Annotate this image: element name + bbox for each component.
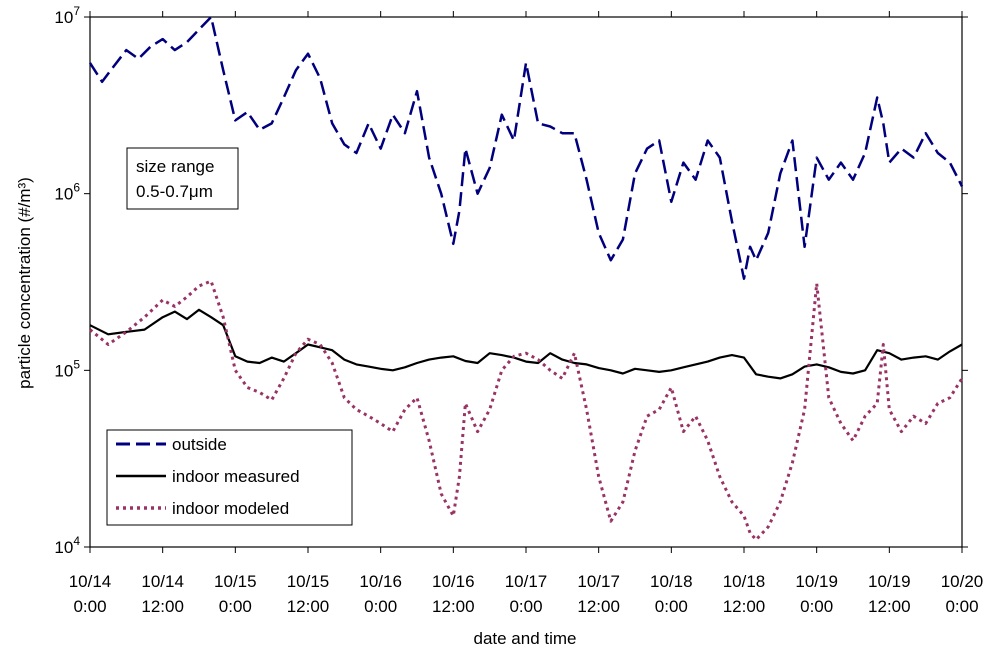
x-tick-time: 0:00 — [219, 597, 252, 616]
x-tick-date: 10/19 — [795, 572, 838, 591]
x-tick-time: 12:00 — [723, 597, 766, 616]
y-tick-mantissa: 10 — [54, 8, 73, 27]
annotation-line-2: 0.5-0.7μm — [136, 182, 213, 201]
x-tick-time: 0:00 — [800, 597, 833, 616]
x-tick-time: 0:00 — [73, 597, 106, 616]
y-tick-exponent: 4 — [73, 534, 80, 548]
x-tick-date: 10/16 — [359, 572, 402, 591]
annotation-line-1: size range — [136, 157, 214, 176]
y-tick-label: 106 — [54, 181, 80, 204]
y-tick-exponent: 6 — [73, 181, 80, 195]
y-tick-exponent: 7 — [73, 4, 80, 18]
x-tick-date: 10/16 — [432, 572, 475, 591]
legend-label-outside: outside — [172, 435, 227, 454]
x-tick-date: 10/14 — [141, 572, 184, 591]
x-tick-time: 12:00 — [432, 597, 475, 616]
x-tick-time: 0:00 — [364, 597, 397, 616]
x-tick-time: 0:00 — [945, 597, 978, 616]
x-tick-date: 10/15 — [214, 572, 257, 591]
x-axis-title: date and time — [473, 629, 576, 648]
y-tick-label: 107 — [54, 4, 80, 27]
x-tick-date: 10/18 — [650, 572, 693, 591]
x-tick-date: 10/18 — [723, 572, 766, 591]
y-tick-label: 105 — [54, 357, 80, 380]
annotation-box — [126, 147, 239, 210]
y-axis-title-text: particle concentration (#/m³) — [15, 177, 34, 389]
y-tick-exponent: 5 — [73, 357, 80, 371]
x-axis-ticks: 10/14 0:00 10/14 12:00 10/15 0:00 10/15 12:00 10… — [69, 11, 984, 616]
y-tick-mantissa: 10 — [54, 361, 73, 380]
x-tick-date: 10/19 — [868, 572, 911, 591]
legend-label-indoor-measured: indoor measured — [172, 467, 300, 486]
x-tick-time: 12:00 — [868, 597, 911, 616]
series-line-outside — [88, 15, 964, 280]
x-tick-date: 10/15 — [287, 572, 330, 591]
size-range-annotation: size range 0.5-0.7μm — [126, 147, 239, 210]
legend-label-indoor-modeled: indoor modeled — [172, 499, 289, 518]
x-tick-time: 12:00 — [577, 597, 620, 616]
y-axis-title: particle concentration (#/m³) — [15, 177, 34, 389]
y-tick-mantissa: 10 — [54, 538, 73, 557]
series-layer — [88, 15, 964, 542]
x-tick-date: 10/14 — [69, 572, 112, 591]
y-tick-mantissa: 10 — [54, 185, 73, 204]
legend-box — [106, 429, 353, 526]
y-tick-label: 104 — [54, 534, 80, 557]
series-line-indoor-modeled — [89, 279, 964, 542]
legend: outside indoor measured indoor modeled — [106, 429, 353, 526]
x-tick-date: 10/20 — [941, 572, 984, 591]
x-tick-date: 10/17 — [577, 572, 620, 591]
x-tick-time: 12:00 — [141, 597, 184, 616]
x-tick-date: 10/17 — [505, 572, 548, 591]
x-tick-time: 0:00 — [655, 597, 688, 616]
x-tick-time: 12:00 — [287, 597, 330, 616]
x-tick-time: 0:00 — [509, 597, 542, 616]
